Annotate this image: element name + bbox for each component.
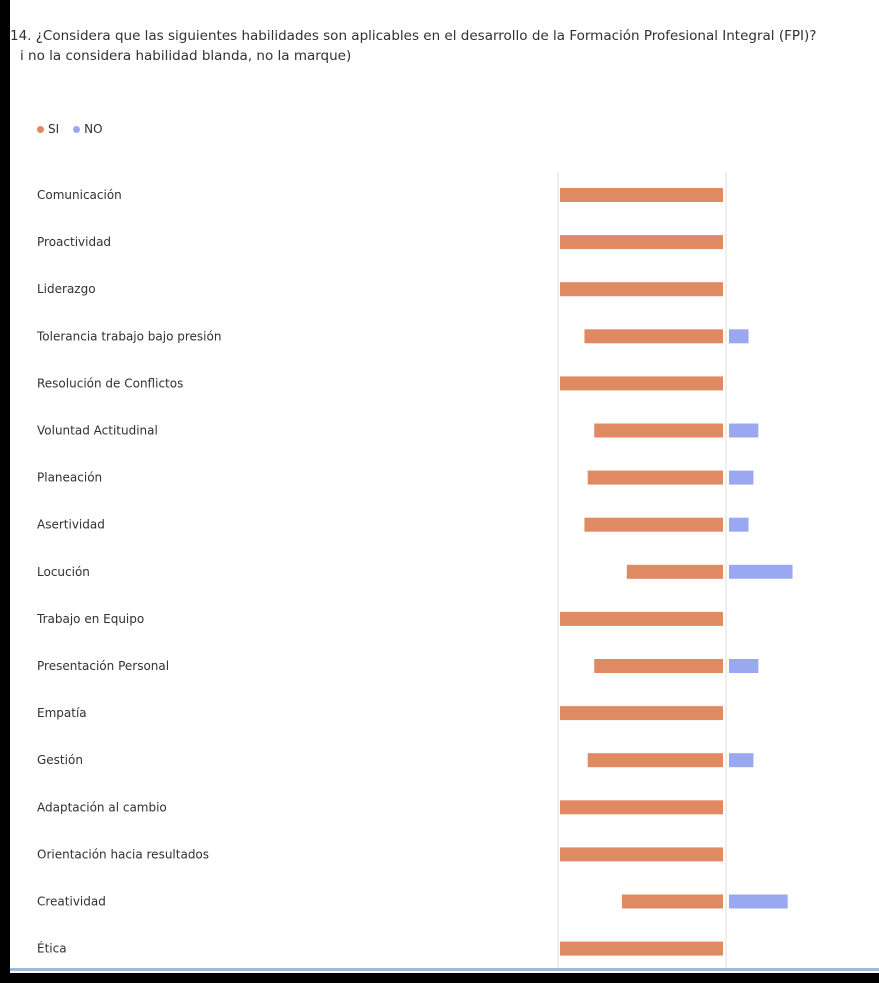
bar-si bbox=[584, 329, 723, 344]
bar-si bbox=[587, 753, 723, 768]
legend-item-si[interactable]: SI bbox=[37, 122, 59, 136]
bar-si bbox=[560, 188, 723, 202]
bar-no bbox=[729, 423, 759, 438]
category-label: Orientación hacia resultados bbox=[37, 847, 209, 861]
bar-si bbox=[626, 564, 723, 579]
category-label: Adaptación al cambio bbox=[37, 800, 167, 814]
category-label: Empatía bbox=[37, 706, 87, 720]
category-label: Locución bbox=[37, 565, 90, 579]
legend-si-swatch bbox=[37, 125, 44, 133]
category-label: Resolución de Conflictos bbox=[37, 376, 183, 390]
bar-si bbox=[560, 282, 723, 297]
question-line-1: 14. ¿Considera que las siguientes habili… bbox=[10, 28, 817, 44]
category-label: Tolerancia trabajo bajo presión bbox=[36, 329, 221, 343]
category-label: Planeación bbox=[37, 471, 102, 485]
bar-si bbox=[594, 423, 723, 438]
category-label: Comunicación bbox=[37, 188, 122, 202]
bar-no bbox=[729, 517, 749, 532]
bar-no bbox=[729, 329, 749, 344]
legend-item-no[interactable]: NO bbox=[73, 122, 103, 136]
legend-no-swatch bbox=[73, 125, 81, 133]
bar-si bbox=[621, 894, 723, 909]
bar-no bbox=[729, 659, 759, 673]
category-label: Asertividad bbox=[37, 518, 105, 532]
category-label: Trabajo en Equipo bbox=[36, 612, 144, 626]
bar-si bbox=[560, 235, 723, 250]
bar-si bbox=[594, 659, 723, 673]
bar-si bbox=[560, 611, 723, 626]
bar-no bbox=[729, 894, 788, 909]
bar-si bbox=[587, 470, 723, 485]
category-label: Presentación Personal bbox=[37, 659, 169, 673]
category-label: Creatividad bbox=[37, 895, 106, 909]
bar-no bbox=[729, 753, 754, 768]
bar-si bbox=[560, 706, 723, 721]
bar-si bbox=[560, 800, 723, 815]
category-label: Gestión bbox=[37, 753, 83, 767]
bottom-border bbox=[10, 968, 879, 971]
chart-panel: 14. ¿Considera que las siguientes habili… bbox=[10, 0, 879, 973]
bar-si bbox=[560, 847, 723, 862]
question-line-2: i no la considera habilidad blanda, no l… bbox=[20, 48, 352, 64]
category-label: Liderazgo bbox=[37, 282, 96, 296]
category-label: Proactividad bbox=[37, 235, 111, 249]
bar-chart: Comunicación Proactividad Liderazgo Toleran… bbox=[36, 172, 793, 968]
question-text: 14. ¿Considera que las siguientes habili… bbox=[10, 26, 879, 66]
bar-si bbox=[584, 517, 723, 532]
bar-no bbox=[729, 470, 754, 485]
legend-si-label: SI bbox=[48, 122, 60, 136]
category-label: Voluntad Actitudinal bbox=[37, 424, 158, 438]
category-label: Ética bbox=[37, 941, 67, 956]
chart-legend: SI NO bbox=[37, 122, 103, 136]
legend-no-label: NO bbox=[84, 122, 103, 136]
bar-si bbox=[560, 376, 723, 391]
bar-si bbox=[560, 941, 723, 956]
bar-no bbox=[729, 564, 793, 579]
